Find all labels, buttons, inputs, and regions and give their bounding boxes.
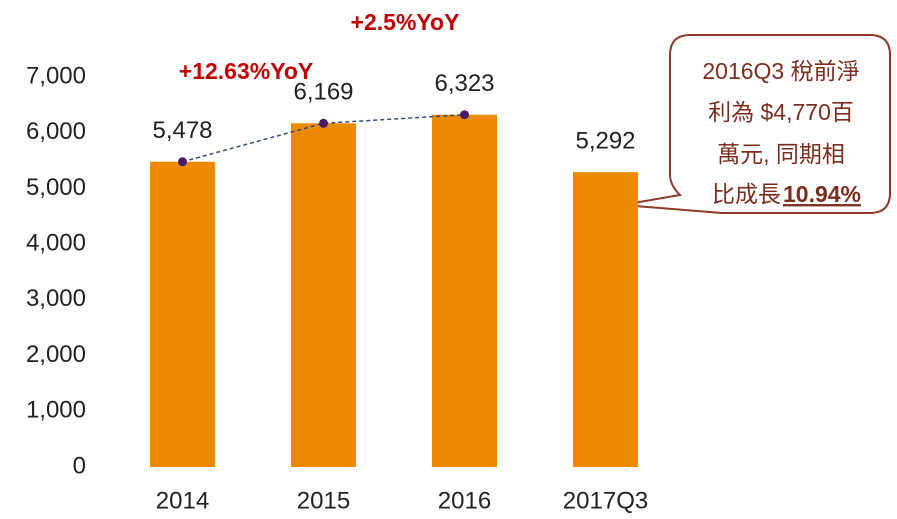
callout-text: 萬元, 同期相 <box>717 141 845 167</box>
trend-point <box>178 157 187 167</box>
annotation: +12.63%YoY <box>179 58 313 84</box>
y-tick-label: 5,000 <box>26 174 86 201</box>
y-tick-label: 0 <box>73 452 86 479</box>
callout-text: 比成長 <box>712 181 781 207</box>
y-tick-label: 7,000 <box>26 62 86 89</box>
y-tick-label: 2,000 <box>26 341 86 368</box>
data-label: 6,169 <box>293 79 353 106</box>
bar <box>150 161 215 467</box>
data-label: 5,292 <box>575 128 635 155</box>
data-label: 6,323 <box>434 70 494 97</box>
trend-point <box>319 118 328 128</box>
x-tick-label: 2014 <box>156 487 209 514</box>
data-label: 5,478 <box>152 117 212 144</box>
callout-highlight: 10.94% <box>783 181 861 207</box>
y-tick-label: 6,000 <box>26 118 86 145</box>
trend-point <box>460 110 469 120</box>
callout-text: 利為 $4,770百 <box>708 99 854 125</box>
bar <box>432 114 497 468</box>
bar <box>573 172 638 467</box>
callout-box <box>621 34 891 214</box>
y-tick-label: 3,000 <box>26 285 86 312</box>
x-tick-label: 2015 <box>297 487 350 514</box>
y-tick-label: 1,000 <box>26 397 86 424</box>
x-tick-label: 2016 <box>438 487 491 514</box>
bar <box>291 123 356 467</box>
annotation: +2.5%YoY <box>351 9 460 35</box>
trend-line <box>182 113 465 163</box>
callout-text: 2016Q3 稅前淨 <box>702 58 859 84</box>
x-tick-label: 2017Q3 <box>563 487 648 514</box>
y-tick-label: 4,000 <box>26 229 86 256</box>
